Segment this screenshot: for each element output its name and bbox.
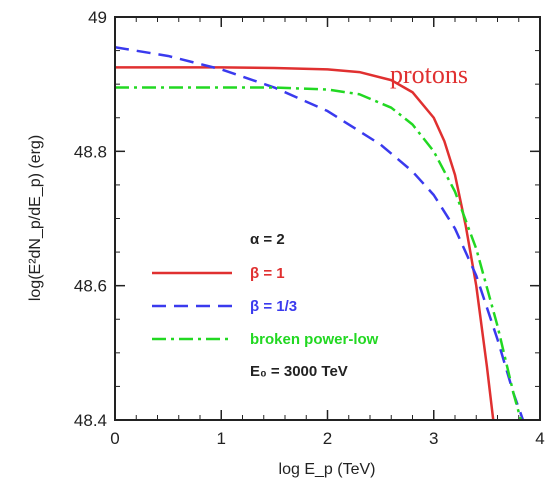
x-tick-label: 0 [110, 429, 119, 448]
protons-annotation: protons [390, 60, 468, 89]
x-axis-label: log E_p (TeV) [279, 461, 376, 478]
legend-label-broken: broken power-low [250, 331, 379, 348]
series-line-0 [115, 66, 495, 420]
series-lines [115, 45, 525, 420]
x-tick-label: 1 [217, 429, 226, 448]
y-axis-label: log(E²dN_p/dE_p) (erg) [27, 135, 44, 301]
legend-alpha: α = 2 [250, 231, 285, 248]
legend-label-beta-third: β = 1/3 [250, 298, 297, 315]
y-tick-label: 48.8 [74, 142, 107, 161]
series-line-2 [115, 86, 523, 420]
legend-label-beta-1: β = 1 [250, 265, 285, 282]
y-tick-label: 48.6 [74, 277, 107, 296]
x-tick-label: 2 [323, 429, 332, 448]
x-tick-label: 3 [429, 429, 438, 448]
legend-e0: E₀ = 3000 TeV [250, 363, 348, 380]
y-tick-label: 48.4 [74, 411, 107, 430]
y-tick-label: 49 [88, 8, 107, 27]
series-line-1 [115, 45, 525, 420]
legend: α = 2 β = 1 β = 1/3 broken power-low E₀ … [152, 231, 379, 380]
tick-labels: 0 1 2 3 4 48.4 48.6 48.8 49 [74, 8, 545, 448]
plot-frame [114, 16, 541, 421]
x-tick-label: 4 [535, 429, 544, 448]
